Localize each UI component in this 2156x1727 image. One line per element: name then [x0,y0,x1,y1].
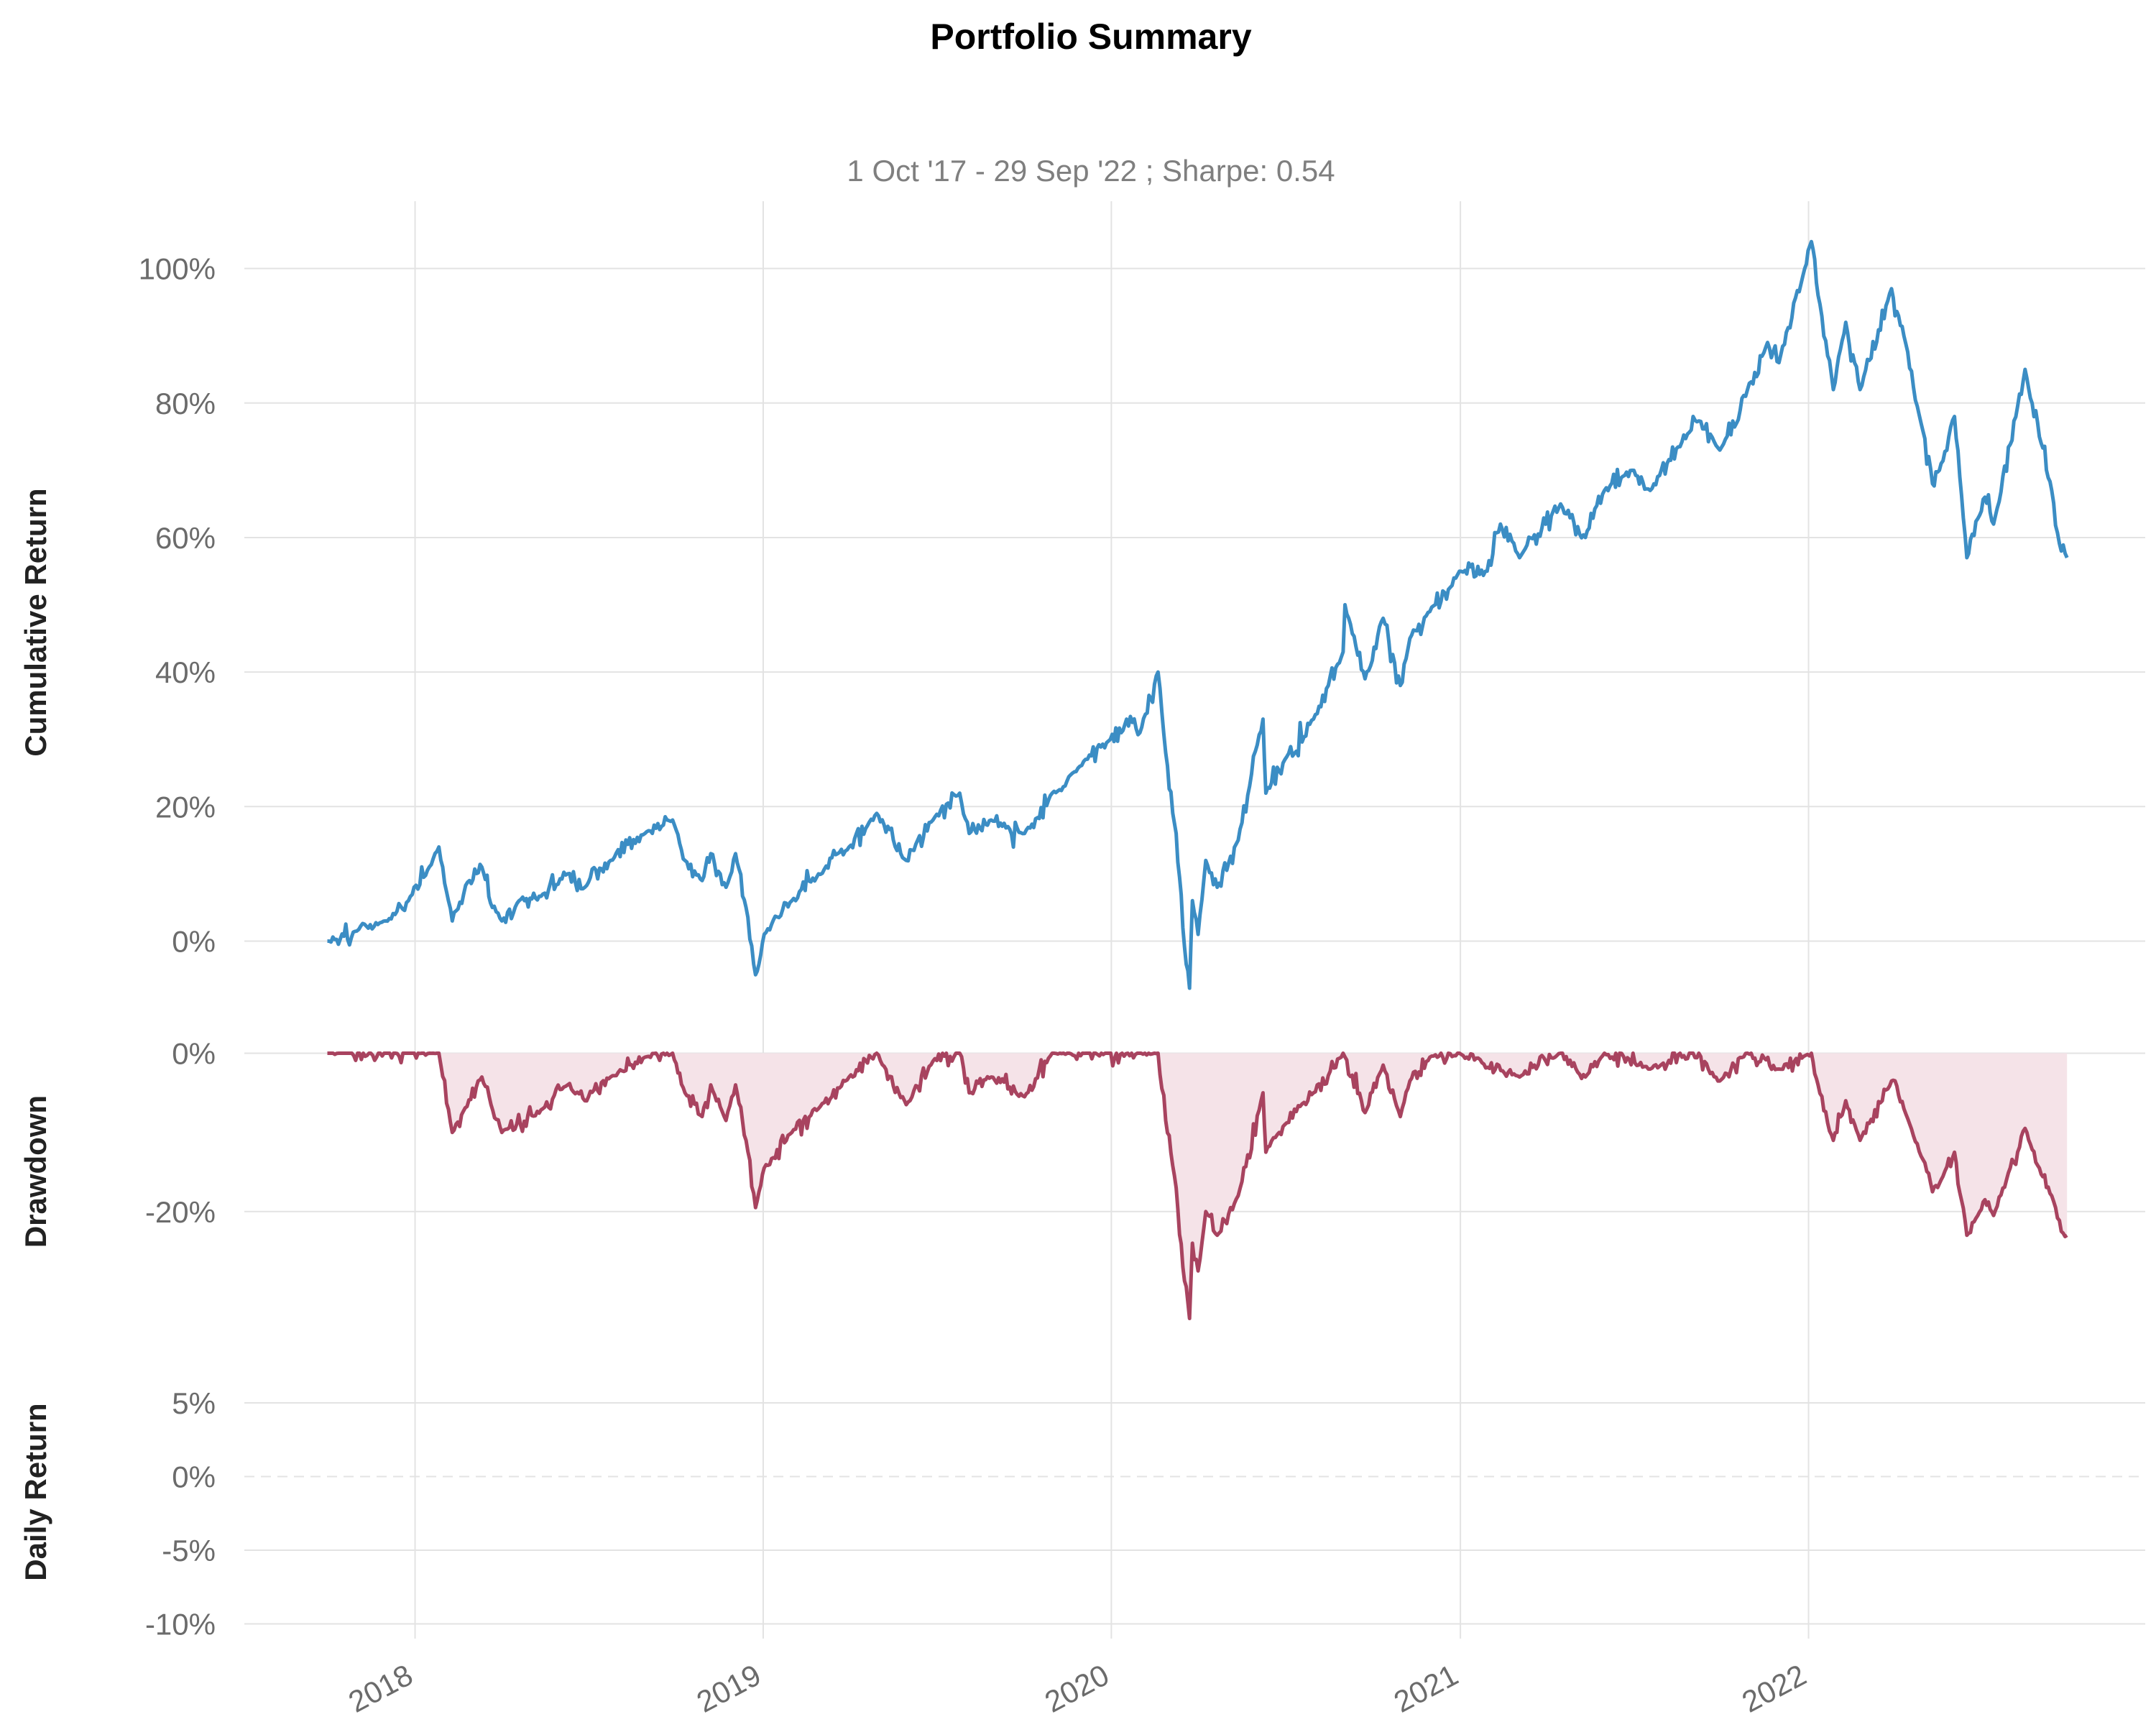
drawdown-y-ticks: 0% -20% [145,1037,216,1229]
cumulative-return-panel: 0% 20% 40% 60% 80% 100% Cumulative Return [19,239,2145,990]
chart-subtitle: 1 Oct '17 - 29 Sep '22 ; Sharpe: 0.54 [847,154,1335,188]
cumulative_return-ytick-3: 60% [155,521,216,555]
x-tick-2021: 2021 [1388,1657,1464,1718]
cumulative_return-ytick-2: 40% [155,655,216,689]
daily_return-ytick-1: 0% [172,1460,216,1494]
daily_return-ytick-3: -10% [145,1608,216,1641]
x-axis-tick-labels: 2018 2019 2020 2021 2022 [343,1657,1812,1718]
drawdown-line [327,1051,2068,1320]
cumulative-return-gridlines [244,267,2145,942]
cumulative_return-ytick-0: 0% [172,924,216,958]
daily-return-y-ticks: 5% 0% -5% -10% [145,1386,216,1641]
x-tick-2018: 2018 [343,1657,418,1718]
drawdown-panel: 0% -20% Drawdown [19,1037,2145,1320]
vertical-gridlines [414,201,1810,1639]
cumulative-return-line [327,239,2069,990]
daily_return-ytick-0: 5% [172,1386,216,1420]
cumulative-return-y-ticks: 0% 20% 40% 60% 80% 100% [139,252,216,959]
daily_return-ytick-2: -5% [162,1534,216,1567]
daily-return-panel: 5% 0% -5% -10% Daily Return [19,1386,2145,1641]
drawdown-area [327,1053,2068,1319]
cumulative-return-ylabel: Cumulative Return [19,488,52,756]
drawdown-ytick-0: 0% [172,1037,216,1071]
x-tick-2020: 2020 [1039,1657,1115,1718]
chart-title: Portfolio Summary [930,17,1251,57]
x-tick-2019: 2019 [691,1657,767,1718]
daily-return-ylabel: Daily Return [19,1403,52,1580]
drawdown-ylabel: Drawdown [19,1095,52,1248]
drawdown-ytick-1: -20% [145,1195,216,1229]
cumulative_return-ytick-1: 20% [155,790,216,824]
cumulative_return-ytick-4: 80% [155,387,216,420]
x-tick-2022: 2022 [1736,1657,1812,1718]
cumulative_return-ytick-5: 100% [139,252,216,286]
daily-return-gridlines [244,1402,2145,1625]
